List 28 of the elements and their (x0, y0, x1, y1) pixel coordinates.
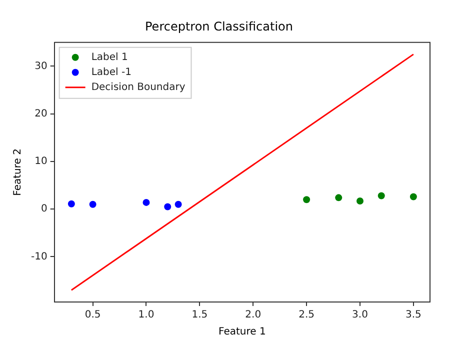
x-tick-label: 1.5 (192, 310, 208, 321)
point (174, 200, 182, 208)
x-tick-label: 0.5 (84, 310, 101, 321)
y-tick-label: 0 (40, 204, 48, 215)
y-tick-label: 30 (34, 60, 48, 72)
x-axis-title: Feature 1 (218, 326, 266, 338)
point (89, 200, 96, 208)
x-tick-label: 3.5 (405, 310, 422, 321)
y-tick-label: 20 (34, 108, 48, 120)
point (68, 200, 75, 208)
chart-title: Perceptron Classification (145, 19, 293, 34)
y-tick-label: -10 (30, 251, 48, 262)
point (142, 198, 150, 206)
point (164, 203, 172, 210)
point (335, 194, 342, 202)
point (378, 192, 385, 200)
legend-label: Decision Boundary (91, 82, 186, 93)
legend-label: Label 1 (91, 52, 128, 63)
x-tick-label: 3.0 (352, 310, 368, 321)
point (303, 196, 310, 204)
point (410, 193, 417, 200)
x-tick-label: 2.0 (245, 310, 262, 321)
y-axis-title: Feature 2 (12, 148, 24, 196)
x-tick-label: 1.0 (138, 310, 154, 321)
legend-label: Label -1 (91, 66, 132, 78)
x-tick-label: 2.5 (298, 310, 315, 321)
point (356, 198, 364, 205)
y-tick-label: 10 (34, 156, 48, 168)
